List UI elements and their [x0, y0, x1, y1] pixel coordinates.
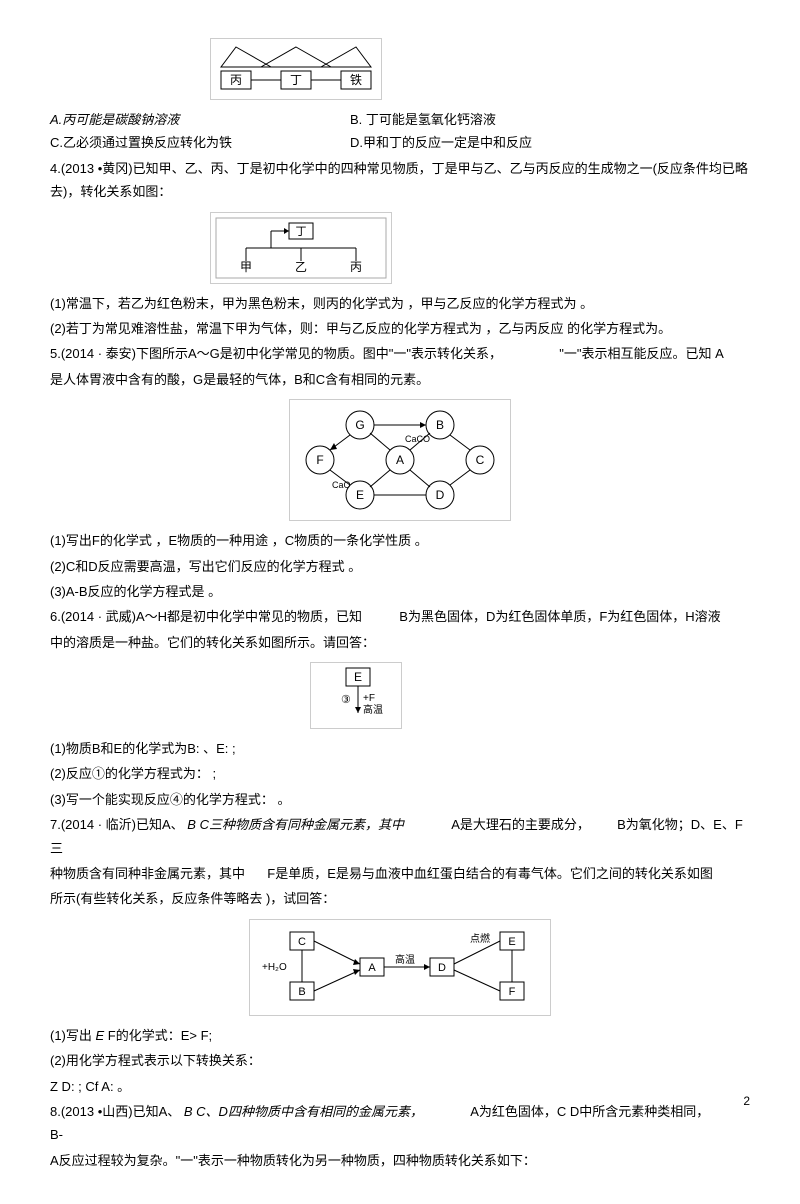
svg-text:E: E: [508, 936, 515, 948]
q6-intro1: 6.(2014 · 武威)A〜H都是初中化学中常见的物质，已知: [50, 609, 362, 624]
q5-sub3: (3)A-B反应的化学方程式是 。: [50, 580, 750, 603]
q5-sub1: (1)写出F的化学式 ，E物质的一种用途 ，C物质的一条化学性质 。: [50, 529, 750, 552]
q7-intro-row1: 7.(2014 · 临沂)已知A、 B C三种物质含有同种金属元素，其中 A是大…: [50, 813, 750, 860]
q4-b: 乙: [295, 260, 307, 274]
q7-left-label: +H₂O: [262, 962, 287, 973]
q6-intro2: 中的溶质是一种盐。它们的转化关系如图所示。请回答：: [50, 631, 750, 654]
svg-text:D: D: [436, 488, 445, 502]
q6-intro-row: 6.(2014 · 武威)A〜H都是初中化学中常见的物质，已知 B为黑色固体，D…: [50, 605, 750, 628]
svg-text:E: E: [356, 488, 364, 502]
q5-diagram: G B F A C E D CaCO CaO: [289, 399, 511, 521]
q6-intro1b: B为黑色固体，D为红色固体单质，F为红色固体，H溶液: [399, 609, 720, 624]
q6-diagram: E ③ +F 高温: [310, 662, 402, 729]
q6-sub1: (1)物质B和E的化学式为B: 、E: ;: [50, 737, 750, 760]
q7-sub3: Z D: ; Cf A: 。: [50, 1075, 750, 1098]
q4-sub1: (1)常温下，若乙为红色粉末，甲为黑色粉末，则丙的化学式为 ，甲与乙反应的化学方…: [50, 292, 750, 315]
q6-box: E: [354, 670, 362, 684]
q6-cond: 高温: [363, 703, 383, 716]
q5-intro2: 是人体胃液中含有的酸，G是最轻的气体，B和C含有相同的元素。: [50, 368, 750, 391]
q6-label: +F: [363, 693, 375, 704]
q4-a: 甲: [240, 260, 252, 274]
q3-options-row1: A.丙可能是碳酸钠溶液 B. 丁可能是氢氧化钙溶液: [50, 108, 750, 131]
q6-arrow: ③: [341, 694, 351, 706]
svg-text:D: D: [438, 962, 446, 974]
q7-mid-label: 高温: [395, 953, 415, 966]
q3-options-row2: C.乙必须通过置换反应转化为铁 D.甲和丁的反应一定是中和反应: [50, 131, 750, 154]
svg-text:F: F: [316, 453, 323, 467]
q8-intro2: A反应过程较为复杂。"一"表示一种物质转化为另一种物质，四种物质转化关系如下：: [50, 1149, 750, 1172]
svg-text:C: C: [298, 936, 306, 948]
q4-c: 丙: [350, 260, 362, 274]
q4-intro: 4.(2013 •黄冈)已知甲、乙、丙、丁是初中化学中的四种常见物质，丁是甲与乙…: [50, 157, 750, 204]
q5-intro-row: 5.(2014 · 泰安)下图所示A〜G是初中化学常见的物质。图中"一"表示转化…: [50, 342, 750, 365]
q7-sub2: (2)用化学方程式表示以下转换关系：: [50, 1049, 750, 1072]
q4-diagram: 丁 甲 乙 丙: [210, 212, 392, 284]
q8-intro1c: A为红色固体，C D中所含元素种类相同，: [470, 1104, 709, 1119]
svg-text:F: F: [509, 986, 516, 998]
node-right: 铁: [350, 73, 362, 87]
q5-label-top: CaCO: [405, 434, 430, 444]
q7-intro3: 所示(有些转化关系，反应条件等略去 )，试回答：: [50, 887, 750, 910]
q8-intro-row: 8.(2013 •山西)已知A、 B C、D四种物质中含有相同的金属元素， A为…: [50, 1100, 750, 1147]
q8-intro1a: 8.(2013 •山西)已知A、: [50, 1104, 180, 1119]
q3-optC: C.乙必须通过置换反应转化为铁: [50, 131, 350, 154]
q6-sub3: (3)写一个能实现反应④的化学方程式： 。: [50, 788, 750, 811]
q7-intro1c: A是大理石的主要成分，: [451, 817, 590, 832]
q7-intro1a: 7.(2014 · 临沂)已知A、: [50, 817, 184, 832]
svg-text:C: C: [476, 453, 485, 467]
node-left: 丙: [230, 73, 242, 87]
q3-optD: D.甲和丁的反应一定是中和反应: [350, 131, 532, 154]
q3-optA: A.丙可能是碳酸钠溶液: [50, 112, 179, 127]
q5-label-bot: CaO: [332, 480, 351, 490]
q4-sub2: (2)若丁为常见难溶性盐，常温下甲为气体，则：甲与乙反应的化学方程式为 ，乙与丙…: [50, 317, 750, 340]
svg-text:A: A: [396, 453, 404, 467]
q7-intro2b: F是单质，E是易与血液中血红蛋白结合的有毒气体。它们之间的转化关系如图: [267, 866, 713, 881]
q5-intro1b: "一"表示相互能反应。已知 A: [559, 346, 724, 361]
q7-intro2a: 种物质含有同种非金属元素，其中: [50, 866, 245, 881]
q5-intro1: 5.(2014 · 泰安)下图所示A〜G是初中化学常见的物质。图中"一"表示转化…: [50, 346, 502, 361]
q5-sub2: (2)C和D反应需要高温，写出它们反应的化学方程式 。: [50, 555, 750, 578]
q7-intro-row2: 种物质含有同种非金属元素，其中 F是单质，E是易与血液中血红蛋白结合的有毒气体。…: [50, 862, 750, 885]
q7-right-label: 点燃: [470, 932, 490, 945]
svg-text:A: A: [368, 962, 376, 974]
q8-intro1b: B C、D四种物质中含有相同的金属元素，: [184, 1104, 423, 1119]
q3-optB: B. 丁可能是氢氧化钙溶液: [350, 108, 496, 131]
svg-text:B: B: [298, 986, 305, 998]
q8-intro1d: B-: [50, 1127, 63, 1142]
svg-text:B: B: [436, 418, 444, 432]
page-number: 2: [743, 1091, 750, 1113]
svg-text:G: G: [355, 418, 364, 432]
q7-diagram: C B A D E F +H₂O 高温 点燃: [249, 919, 551, 1016]
q4-top: 丁: [296, 226, 307, 238]
node-mid: 丁: [290, 73, 302, 87]
q6-sub2: (2)反应①的化学方程式为： ;: [50, 762, 750, 785]
q3-diagram: 丙 丁 铁: [210, 38, 382, 100]
q7-intro1b: B C三种物质含有同种金属元素，其中: [187, 817, 404, 832]
q7-sub1: (1)写出 E F的化学式：E> F;: [50, 1024, 750, 1047]
